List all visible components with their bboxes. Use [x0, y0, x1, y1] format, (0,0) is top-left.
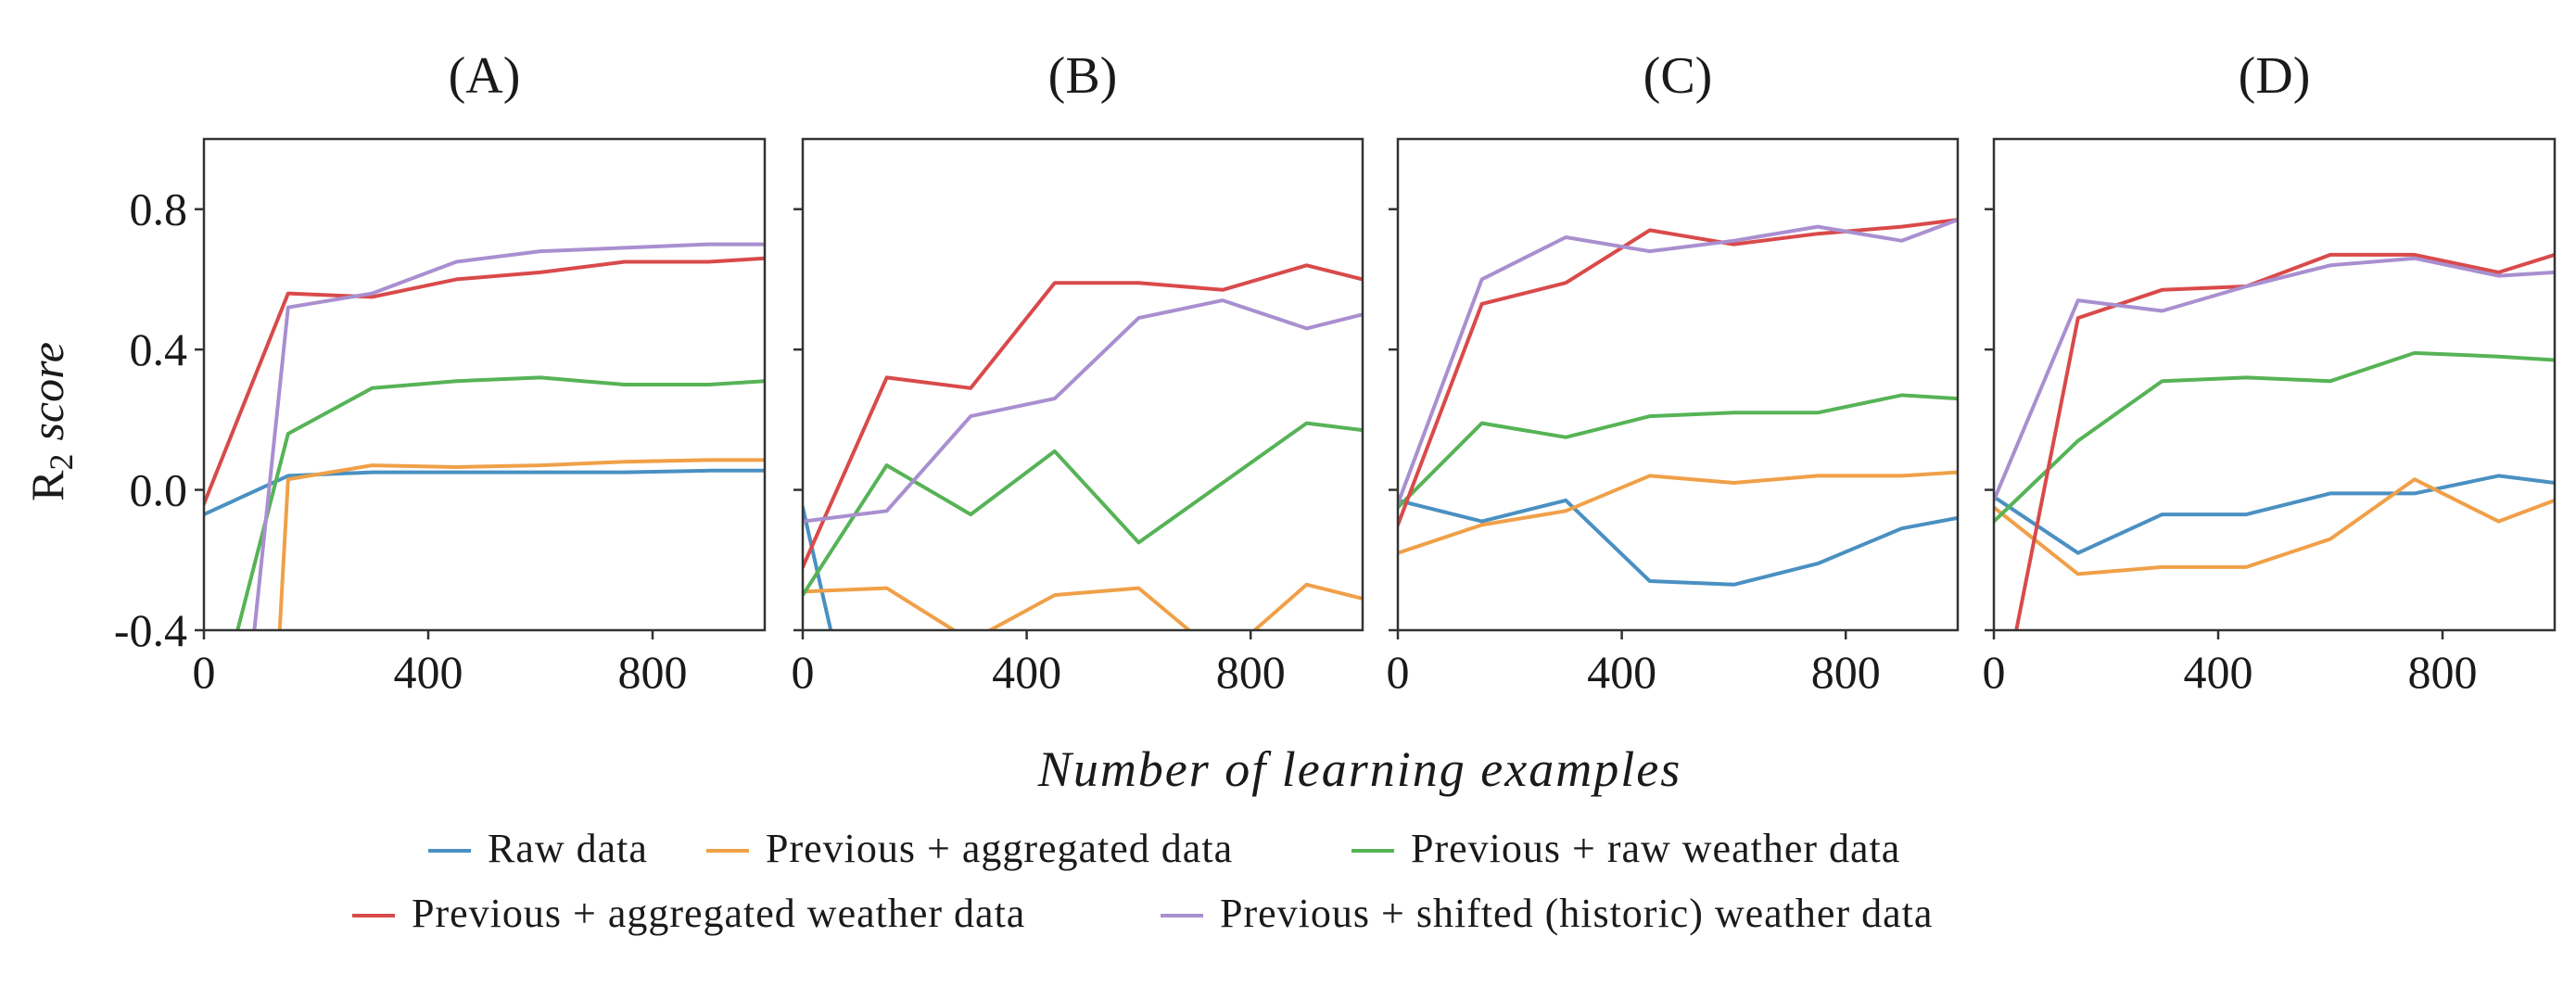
series-line-previous-raw-weather-data: [803, 421, 1363, 598]
legend-item-raw-data: Raw data: [428, 826, 648, 871]
x-tick-label: 800: [618, 646, 688, 698]
x-axis-title: Number of learning examples: [1037, 741, 1681, 797]
x-tick-label: 0: [193, 646, 216, 698]
series-line-previous-raw-weather-data: [1398, 393, 1958, 510]
legend-item-previous-shifted-historic-weather-data: Previous + shifted (historic) weather da…: [1161, 891, 1933, 936]
x-tick-label: 800: [1811, 646, 1881, 698]
x-tick-label: 400: [992, 646, 1061, 698]
series-line-previous-shifted-historic-weather-data: [1398, 218, 1958, 506]
legend-item-previous-raw-weather-data: Previous + raw weather data: [1351, 826, 1900, 871]
y-axis-title-main: R: [21, 470, 73, 501]
x-tick-label: 800: [1216, 646, 1286, 698]
panel-1: (B) 0 400 800: [792, 47, 1364, 698]
legend-label: Previous + aggregated weather data: [412, 891, 1025, 936]
legend-item-previous-aggregated-weather-data: Previous + aggregated weather data: [352, 891, 1025, 936]
legend-label: Raw data: [488, 826, 648, 871]
series-line-previous-shifted-historic-weather-data: [252, 242, 765, 630]
panel-title: (C): [1643, 47, 1713, 105]
x-tick-label: 0: [1387, 646, 1410, 698]
series-line-previous-aggregated-data: [1994, 477, 2555, 576]
series-line-previous-aggregated-weather-data: [803, 263, 1363, 569]
y-tick-label: 0.8: [130, 183, 188, 235]
y-axis-title: R2 score: [21, 342, 80, 501]
panel-title: (A): [449, 47, 521, 105]
panel-3: (D) 0 400 800: [1983, 47, 2557, 698]
series-line-previous-raw-weather-data: [1994, 350, 2555, 524]
panel-2: (C) 0 400 800: [1387, 47, 1960, 698]
x-tick-label: 800: [2408, 646, 2478, 698]
x-tick-label: 400: [394, 646, 463, 698]
series-line-raw-data: [803, 505, 833, 630]
panel-title: (B): [1048, 47, 1118, 105]
legend-label: Previous + aggregated data: [766, 826, 1233, 871]
plot-frame: [1992, 137, 2557, 632]
panel-title: (D): [2239, 47, 2311, 105]
plot-frame: [801, 137, 1364, 632]
x-tick-label: 0: [1983, 646, 2006, 698]
plot-layer: (A) 0 400 800 -0.4 0.0 0.4 0.8 (B) 0 400 800 (C) 0 400…: [114, 47, 2557, 698]
series-line-previous-aggregated-data: [803, 582, 1363, 630]
y-tick-label: 0.4: [130, 323, 188, 375]
y-axis-title-subscript: 2: [43, 454, 80, 471]
series-line-previous-aggregated-weather-data: [1398, 218, 1958, 527]
legend-item-previous-aggregated-data: Previous + aggregated data: [706, 826, 1233, 871]
series-line-previous-aggregated-data: [1398, 470, 1958, 555]
x-tick-label: 400: [2184, 646, 2253, 698]
legend: Raw data Previous + aggregated data Previo…: [352, 826, 1933, 936]
series-line-previous-aggregated-weather-data: [204, 256, 765, 506]
y-tick-label: 0.0: [130, 464, 188, 516]
plot-frame: [202, 137, 767, 632]
legend-label: Previous + raw weather data: [1411, 826, 1900, 871]
series-line-previous-raw-weather-data: [235, 375, 765, 630]
series-line-previous-aggregated-data: [277, 458, 765, 630]
series-line-raw-data: [1994, 474, 2555, 555]
series-line-previous-shifted-historic-weather-data: [803, 298, 1363, 524]
series-group: [1398, 218, 1958, 587]
series-group: [1994, 252, 2555, 630]
y-axis-title-rest: score: [21, 342, 73, 440]
x-tick-label: 400: [1587, 646, 1656, 698]
series-group: [204, 242, 765, 630]
y-tick-label: -0.4: [114, 604, 187, 656]
series-line-previous-aggregated-weather-data: [2014, 252, 2555, 630]
axis-titles: R2 score Number of learning examples: [21, 342, 1681, 797]
panel-0: (A) 0 400 800 -0.4 0.0 0.4 0.8: [114, 47, 767, 698]
series-line-raw-data: [1398, 498, 1958, 587]
series-group: [803, 263, 1363, 630]
x-tick-label: 0: [792, 646, 815, 698]
legend-label: Previous + shifted (historic) weather da…: [1220, 891, 1933, 936]
plot-frame: [1396, 137, 1960, 632]
series-line-previous-shifted-historic-weather-data: [1994, 256, 2555, 502]
